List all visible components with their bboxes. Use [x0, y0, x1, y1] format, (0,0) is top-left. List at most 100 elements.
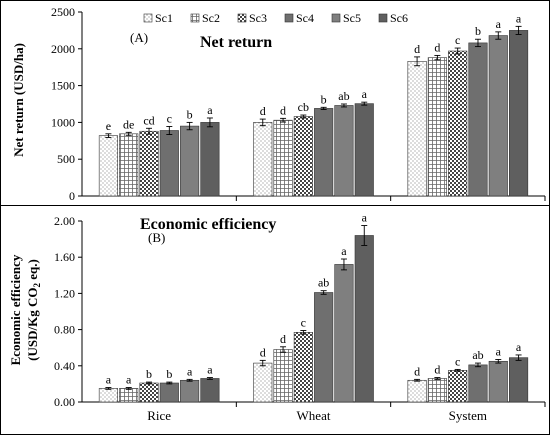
panel-b-label: (B) — [148, 230, 165, 245]
panel-a-significance-letter: ab — [338, 89, 349, 103]
legend-swatch-sc2 — [190, 13, 200, 23]
panel-a-bar-wheat-sc6 — [354, 103, 374, 197]
x-axis-categories: Rice Wheat System — [147, 408, 487, 423]
panel-a-significance-letter: d — [434, 40, 440, 54]
legend-label-sc6: Sc6 — [390, 11, 408, 25]
panel-a-bar-wheat-sc3 — [293, 116, 313, 197]
panel-b-title: Economic efficiency — [140, 216, 276, 233]
panel-a-bar-system-sc5 — [488, 35, 508, 197]
legend: Sc1 Sc2 Sc3 Sc4 Sc5 Sc6 — [143, 11, 408, 25]
panel-b-bar-system-sc6 — [509, 357, 529, 403]
panel-a-significance-letter: b — [321, 92, 327, 106]
panel-b-bar-rice-sc4 — [159, 382, 179, 403]
panel-b-bar-system-sc4 — [468, 364, 488, 403]
panel-b-significance-letter: d — [280, 332, 286, 346]
panel-b-significance-letter: a — [126, 373, 132, 387]
panel-b-significance-letter: b — [146, 367, 152, 381]
panel-b-bar-rice-sc3 — [139, 382, 159, 403]
panel-b-bar-wheat-sc5 — [334, 264, 354, 403]
panel-a-significance-letter: a — [207, 103, 213, 117]
panel-b-bar-rice-sc1 — [98, 388, 118, 403]
panel-b-bar-wheat-sc3 — [293, 332, 313, 403]
panel-b-bar-rice-sc5 — [180, 379, 200, 403]
legend-swatch-sc4 — [284, 13, 294, 23]
panel-b-significance-letter: ab — [318, 276, 329, 290]
legend-swatch-sc6 — [378, 13, 388, 23]
panel-b-significance-letter: a — [187, 364, 193, 378]
panel-a-bar-wheat-sc1 — [253, 122, 273, 197]
panel-a-bar-rice-sc1 — [98, 135, 118, 197]
legend-label-sc5: Sc5 — [343, 11, 361, 25]
panel-a-significance-letter: cb — [298, 100, 309, 114]
panel-a-y-tick-label: 2500 — [51, 5, 75, 19]
panel-a-bar-system-sc1 — [407, 61, 427, 197]
panel-a-bar-wheat-sc4 — [314, 108, 334, 197]
panel-b-y-ticks: 0.00 0.40 0.80 1.20 1.60 2.00 — [54, 214, 82, 409]
panel-a-significance-letter: de — [123, 117, 134, 131]
legend-label-sc3: Sc3 — [249, 11, 267, 25]
panel-a-significance-letter: c — [167, 111, 172, 125]
panel-a-significance-letter: a — [516, 11, 522, 25]
legend-swatch-sc1 — [143, 13, 153, 23]
panel-b-bar-wheat-sc6 — [354, 235, 374, 403]
panel-a-significance-letter: b — [475, 24, 481, 38]
panel-a-title: Net return — [200, 34, 272, 51]
panel-a-label: (A) — [130, 30, 148, 45]
panel-b-y-tick-label: 1.20 — [54, 286, 75, 300]
panel-b-y-tick-label: 0.80 — [54, 323, 75, 337]
panel-b-bar-rice-sc2 — [119, 388, 139, 403]
panel-b-significance-letter: ab — [472, 348, 483, 362]
panel-b-y-tick-label: 0.40 — [54, 359, 75, 373]
panel-a-bar-system-sc2 — [427, 57, 447, 197]
panel-b-significance-letter: a — [106, 373, 112, 387]
panel-a-bar-system-sc6 — [509, 30, 529, 197]
panel-a-bar-rice-sc5 — [180, 125, 200, 197]
panel-b-y-tick-label: 1.60 — [54, 250, 75, 264]
panel-a-y-tick-label: 0 — [69, 189, 75, 203]
panel-a-bar-system-sc4 — [468, 42, 488, 197]
panel-b-significance-letter: d — [260, 345, 266, 359]
panel-a-significance-letter: d — [280, 103, 286, 117]
panel-b-significance-letter: a — [341, 244, 347, 258]
panel-a-significance-letter: d — [414, 42, 420, 56]
panel-b-significance-letter: b — [166, 367, 172, 381]
panel-b-y-axis-label-line1: Economic efficiency — [8, 254, 23, 365]
panel-a-axes — [81, 12, 546, 201]
panel-b-significance-letter: c — [455, 354, 460, 368]
panel-a-bar-rice-sc3 — [139, 130, 159, 197]
panel-b-bar-system-sc2 — [427, 378, 447, 403]
panel-a-bar-rice-sc2 — [119, 133, 139, 197]
panel-a-significance-letter: d — [260, 104, 266, 118]
x-category-label-wheat: Wheat — [297, 408, 331, 423]
panel-a-bar-wheat-sc2 — [273, 119, 293, 197]
panel-a-significance-letter: a — [496, 17, 502, 31]
legend-label-sc4: Sc4 — [296, 11, 314, 25]
panel-b-axes — [81, 221, 546, 407]
legend-label-sc1: Sc1 — [155, 11, 173, 25]
panel-b-bar-system-sc3 — [448, 370, 468, 403]
panel-b-bar-wheat-sc2 — [273, 349, 293, 403]
panel-b-significance-letter: d — [414, 364, 420, 378]
legend-swatch-sc5 — [331, 13, 341, 23]
panel-a-significance-letter: cd — [143, 113, 154, 127]
panel-a-bar-system-sc3 — [448, 50, 468, 197]
panel-b-significance-letter: a — [496, 344, 502, 358]
panel-b-significance-letter: a — [362, 211, 368, 225]
panel-b-significance-letter: c — [301, 316, 306, 330]
panel-a-y-tick-label: 1500 — [51, 79, 75, 93]
panel-a-significance-letter: a — [362, 87, 368, 101]
panel-b-y-axis-label-line2: (USD/Kg CO2 eq.) — [25, 259, 42, 361]
panel-a-bar-wheat-sc5 — [334, 105, 354, 197]
panel-a-bar-rice-sc6 — [200, 122, 220, 197]
panel-a-y-axis-label: Net return (USD/ha) — [11, 43, 26, 157]
panel-a-significance-letter: b — [187, 107, 193, 121]
panel-b-y-tick-label: 0.00 — [54, 395, 75, 409]
panel-b-bar-wheat-sc1 — [253, 362, 273, 403]
x-category-label-system: System — [449, 408, 487, 423]
panel-b-significance-letter: a — [207, 363, 213, 377]
